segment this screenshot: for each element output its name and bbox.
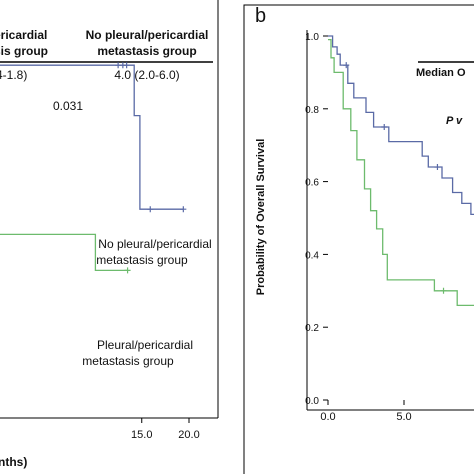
right-y-ticks: 0.0 0.2 0.4 0.6 0.8 1.0 <box>305 32 328 407</box>
right-y-tick-label-4: 0.6 <box>305 178 319 189</box>
left-x-axis-label: nths) <box>0 455 27 469</box>
right-series-1-censor-mark-2 <box>381 124 388 130</box>
left-x-tick-label-1: 15.0 <box>131 429 152 441</box>
right-series-2-censor-mark-1 <box>440 287 447 294</box>
left-x-tick-label-2: 20.0 <box>178 429 199 441</box>
right-y-axis-label: Probability of Overall Survival <box>255 139 267 296</box>
left-series-1-censor-mark-3 <box>123 62 130 69</box>
blue-group-label-line1: No pleural/pericardial <box>98 237 211 251</box>
left-plot-area <box>0 62 187 274</box>
right-y-tick-label-3: 0.4 <box>305 250 319 261</box>
right-x-tick-label-2: 5.0 <box>396 411 411 423</box>
left-panel: ericardial sis group No pleural/pericard… <box>0 0 219 469</box>
left-series-2-line <box>0 233 128 272</box>
right-y-tick-label-1: 0.0 <box>305 396 319 407</box>
right-series-1-line <box>328 35 474 216</box>
table-col1-header-line1: ericardial <box>0 28 47 42</box>
table-col2-value: 4.0 (2.0-6.0) <box>114 68 179 82</box>
table-col2-header-line1: No pleural/pericardial <box>86 28 209 42</box>
right-series-2-line <box>328 38 474 307</box>
left-series-1-censor-mark-5 <box>180 206 187 213</box>
blue-group-label-line2: metastasis group <box>96 253 188 267</box>
right-plot-area <box>328 35 474 307</box>
right-y-tick-label-2: 0.2 <box>305 323 319 334</box>
left-series-1-censor-mark-4 <box>147 206 154 213</box>
legend-p-value: P v <box>446 115 463 127</box>
right-series-1-censor-mark-1 <box>343 62 350 69</box>
left-series-2-censor-mark-1 <box>124 267 131 274</box>
right-x-tick-label-1: 0.0 <box>320 411 335 423</box>
right-y-tick-label-5: 0.8 <box>305 105 319 116</box>
table-col1-value: 4-1.8) <box>0 68 27 82</box>
legend-header: Median O <box>416 67 466 79</box>
right-panel: b Probability of Overall Survival Median… <box>243 4 474 474</box>
right-x-ticks: 0.0 5.0 <box>320 400 412 423</box>
green-group-label-line2: metastasis group <box>82 354 174 368</box>
p-value: 0.031 <box>53 99 83 113</box>
table-col1-header-line2: sis group <box>0 44 48 58</box>
table-col2-header-line2: metastasis group <box>97 44 196 58</box>
panel-letter: b <box>255 5 266 27</box>
green-group-label-line1: Pleural/pericardial <box>97 338 193 352</box>
right-y-tick-label-6: 1.0 <box>305 32 319 43</box>
left-series-1-line <box>0 64 184 210</box>
left-x-ticks: 15.0 20.0 <box>131 418 200 441</box>
right-panel-border <box>243 4 474 474</box>
right-series-1-censor-mark-3 <box>434 164 441 171</box>
